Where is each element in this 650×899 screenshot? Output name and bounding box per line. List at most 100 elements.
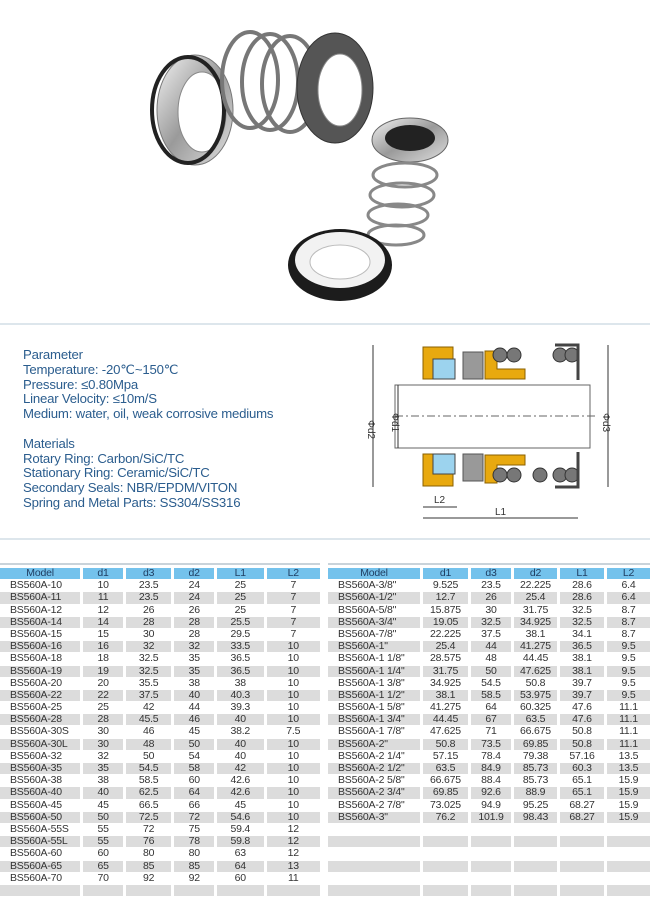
table-row: BS560A-38 38 58.5 60 42.6 10 (0, 774, 320, 787)
cell-model: BS560A-28 (0, 713, 81, 726)
table-row: BS560A-25 25 42 44 39.3 10 (0, 701, 320, 714)
cell-d2: 46 (174, 713, 214, 726)
material-spring: Spring and Metal Parts: SS304/SS316 (23, 494, 241, 510)
cell-d2: 24 (174, 592, 214, 604)
cell-d3: 35.5 (138, 676, 159, 689)
cell-d2: 34.925 (514, 616, 557, 628)
cell-d3: 66.5 (138, 798, 159, 811)
cell-d2: 64 (174, 787, 214, 799)
cell-d2: 69.85 (514, 738, 557, 750)
cell-l1: 50.8 (572, 725, 592, 738)
cell-model: BS560A-55L (0, 835, 81, 848)
cell-d1: 63.5 (423, 762, 468, 775)
column-header-l1: L1 (216, 567, 264, 580)
cell-d2: 35 (188, 652, 200, 665)
parameter-temperature: Temperature: -20℃~150℃ (23, 361, 179, 377)
label-l2: L2 (434, 495, 446, 506)
seal-head-image (366, 117, 449, 247)
parameter-heading: Parameter (23, 347, 83, 362)
cell-d1: 11 (83, 592, 123, 604)
cell-model: BS560A-1 5/8" (338, 701, 405, 714)
cell-l2: 6.4 (621, 579, 636, 592)
cell-d3: 28 (125, 616, 172, 628)
cell-d1: 34.925 (430, 676, 461, 689)
cell-d1: 31.75 (423, 665, 468, 677)
cell-model: BS560A-22 (0, 689, 81, 702)
table-row: BS560A-2 1/4" 57.15 78.4 79.38 57.16 13.5 (328, 749, 650, 763)
cell-d2: 80 (188, 847, 200, 860)
cell-d2 (514, 824, 557, 835)
material-stationary: Stationary Ring: Ceramic/SiC/TC (23, 465, 210, 481)
cell-d3: 42 (143, 701, 155, 714)
cell-d3: 46 (143, 725, 155, 738)
cell-model: BS560A-60 (10, 847, 62, 860)
table-row: BS560A-30L 30 48 50 40 10 (0, 738, 320, 751)
cell-model: BS560A-3/4" (328, 616, 420, 628)
cell-model: BS560A-50 (0, 811, 81, 823)
cell-model: BS560A-7/8" (338, 627, 397, 640)
cell-d3 (471, 884, 511, 897)
cell-d3: 101.9 (471, 811, 511, 823)
cell-model: BS560A-1 7/8" (338, 725, 405, 738)
cell-l1: 42 (217, 762, 264, 775)
cell-d2: 78 (174, 835, 214, 848)
cell-d3: 67 (471, 713, 511, 726)
cell-d1: 38 (97, 774, 109, 787)
cell-d3: 32.5 (138, 652, 159, 665)
cell-l1: 63 (234, 847, 246, 860)
cell-d3: 50 (143, 749, 155, 762)
table-row: BS560A-65 65 85 85 64 13 (0, 860, 320, 873)
table-row: BS560A-55L 55 76 78 59.8 12 (0, 835, 320, 848)
cell-d3 (471, 860, 511, 872)
column-header-d3: d3 (125, 567, 172, 580)
cell-d2: 35 (174, 665, 214, 677)
cell-d3: 50 (471, 665, 511, 677)
cell-d2: 24 (188, 579, 200, 592)
table-row: BS560A-35 35 54.5 58 42 10 (0, 762, 320, 775)
cell-l2: 13.5 (618, 749, 639, 762)
table-row: BS560A-1 3/4" 44.45 67 63.5 47.6 11.1 (328, 713, 650, 726)
label-l1: L1 (495, 507, 507, 518)
cell-d2: 79.38 (522, 749, 549, 762)
cell-l1 (560, 848, 604, 859)
cell-d2: 53.975 (514, 689, 557, 702)
cell-d2: 26 (188, 603, 200, 616)
cell-l2: 10 (287, 798, 299, 811)
cell-d1: 22.225 (430, 627, 461, 640)
cell-d2: 44.45 (522, 652, 549, 665)
cell-l1: 64 (217, 860, 264, 872)
cell-d1: 44.45 (423, 713, 468, 726)
cell-d2: 28 (174, 616, 214, 628)
cell-d3: 85 (125, 860, 172, 872)
cell-l2 (607, 860, 650, 872)
cell-model (328, 860, 420, 872)
cell-model (328, 873, 420, 884)
cell-d2: 66 (188, 798, 200, 811)
label-d2: Φd2 (365, 420, 376, 440)
cell-l1 (560, 824, 604, 835)
cell-l2: 15.9 (607, 811, 650, 823)
cell-l1: 40 (217, 738, 264, 750)
cell-d1: 55 (97, 822, 109, 835)
table-row: BS560A-32 32 50 54 40 10 (0, 749, 320, 763)
cell-l2: 7 (266, 616, 320, 628)
cell-l2: 11.1 (607, 713, 650, 726)
table-row: BS560A-30S 30 46 45 38.2 7.5 (0, 726, 320, 738)
cell-l1: 38.1 (572, 652, 592, 665)
cell-d2: 63.5 (514, 713, 557, 726)
cell-model (0, 884, 81, 897)
cell-model: BS560A-32 (10, 749, 62, 762)
table-row: BS560A-20 20 35.5 38 38 10 (0, 676, 320, 690)
cell-d1 (423, 836, 468, 848)
cell-d3: 73.5 (471, 738, 511, 750)
label-d3: Φd3 (600, 413, 611, 433)
cell-d2: 75 (188, 822, 200, 835)
cell-d1 (423, 824, 468, 835)
cell-l2: 10 (266, 787, 320, 799)
cell-d3: 37.5 (481, 627, 501, 640)
cell-d1: 35 (83, 762, 123, 775)
table-row: BS560A-55S 55 72 75 59.4 12 (0, 822, 320, 836)
cell-l2 (607, 884, 650, 897)
cell-l2: 7 (290, 579, 297, 592)
cell-model: BS560A-45 (10, 798, 62, 811)
